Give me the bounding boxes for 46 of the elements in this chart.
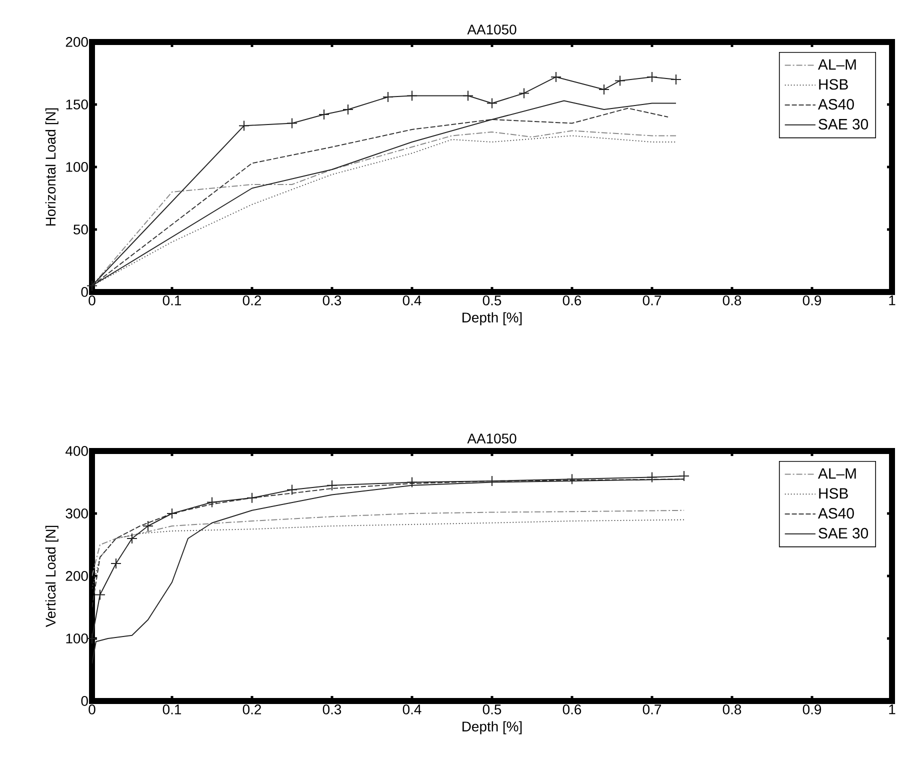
legend-label: AS40 [818,99,854,110]
legend-label: SAE 30 [818,528,868,538]
legend-label: AL–M [818,468,856,479]
x-tick-label: 0.9 [802,296,822,306]
y-axis-title: Vertical Load [N] [45,526,58,628]
legend-label: HSB [819,488,848,499]
y-tick-label: 0 [81,696,88,706]
y-tick-label: 100 [66,634,88,644]
legend-label: SAE 30 [818,118,868,130]
legend-label: HSB [819,79,848,90]
y-tick-label: 0 [81,287,88,297]
x-tick-label: 0.1 [162,704,182,714]
chart-title: AA1050 [467,434,516,444]
x-axis-title: Depth [%] [462,721,522,734]
x-tick-label: 0.3 [322,296,342,306]
x-tick-label: 0.4 [402,296,422,306]
x-tick-label: 0.9 [802,704,822,714]
x-tick-label: 0.8 [722,296,742,306]
y-tick-label: 100 [66,162,88,172]
x-tick-label: 0.7 [642,704,662,714]
x-tick-label: 0.4 [402,704,422,714]
x-tick-label: 0.8 [722,704,742,714]
x-tick-label: 1 [889,296,896,306]
x-tick-label: 0.7 [642,296,662,306]
y-tick-label: 200 [66,37,88,47]
x-tick-label: 0 [88,296,96,306]
y-tick-label: 200 [66,571,88,581]
legend-label: AL–M [818,59,856,70]
x-tick-label: 0.6 [562,296,582,306]
legend-label: AS40 [818,508,854,519]
x-tick-label: 0.5 [482,704,502,714]
x-axis-title: Depth [%] [462,312,522,326]
y-axis-title: Horizontal Load [N] [45,108,58,226]
x-tick-label: 0.2 [242,296,262,306]
y-tick-label: 400 [66,446,88,456]
y-tick-label: 150 [66,100,88,110]
x-tick-label: 0.1 [162,296,182,306]
x-tick-label: 1 [889,704,896,714]
x-tick-label: 0.3 [322,704,342,714]
x-tick-label: 0.5 [482,296,502,306]
x-tick-label: 0 [88,704,96,714]
y-tick-label: 300 [66,508,88,518]
y-tick-label: 50 [74,224,88,234]
chart-title: AA1050 [467,24,516,34]
x-tick-label: 0.2 [242,704,262,714]
x-tick-label: 0.6 [562,704,582,714]
